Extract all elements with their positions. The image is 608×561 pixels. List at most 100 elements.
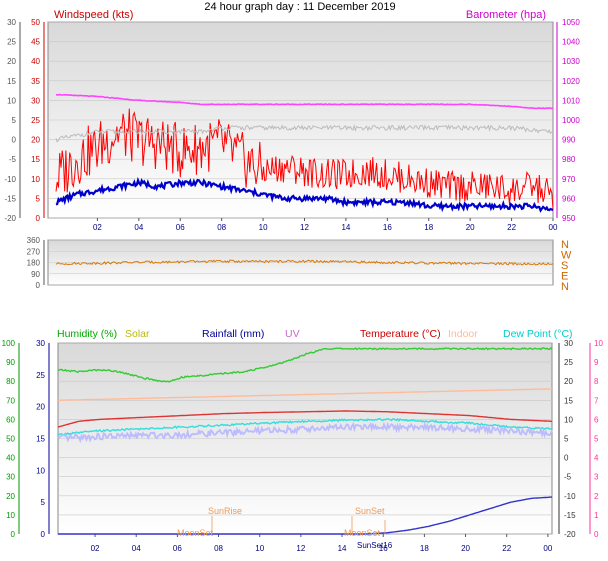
- legend-indoor: Indoor: [448, 328, 478, 340]
- x-tick-label: 14: [338, 544, 347, 553]
- uv-tick-label: 3: [594, 473, 599, 482]
- humidity-tick-label: 100: [2, 339, 16, 348]
- rain-tick-label: 5: [41, 498, 46, 507]
- temp-tick-label: 20: [7, 57, 16, 66]
- x-tick-label: 04: [134, 223, 143, 232]
- series-line-humidity: [57, 346, 553, 383]
- uv-tick-label: 9: [594, 358, 599, 367]
- baro-tick-label: 960: [562, 194, 576, 203]
- wind-panel: Windspeed (kts) Barometer (hpa) 50454035…: [4, 9, 580, 232]
- moonset-label-2: MoonSet: [344, 528, 381, 538]
- uv-tick-label: 2: [594, 492, 599, 501]
- humidity-tick-label: 10: [6, 511, 15, 520]
- humidity-tick-label: 70: [6, 396, 15, 405]
- legend-uv: UV: [285, 328, 300, 340]
- x-tick-label: 20: [461, 544, 470, 553]
- compass-label: E: [561, 271, 568, 283]
- baro-tick-label: 950: [562, 214, 576, 223]
- humidity-tick-label: 40: [6, 454, 15, 463]
- wind-tick-label: 10: [31, 175, 40, 184]
- temp-tick-label: 10: [7, 96, 16, 105]
- uv-tick-label: 0: [594, 530, 599, 539]
- compass-label: W: [561, 250, 572, 262]
- uv-tick-label: 1: [594, 511, 599, 520]
- series-line-temperature: [57, 410, 552, 428]
- temp-right-tick-label: -5: [564, 473, 572, 482]
- sunrise-label: SunRise: [208, 506, 242, 516]
- baro-tick-label: 980: [562, 155, 576, 164]
- direction-tick-label: 0: [36, 281, 41, 290]
- temp-right-tick-label: 30: [564, 339, 573, 348]
- legend-solar: Solar: [125, 328, 150, 340]
- sunset-time-label: SunSet16: [357, 541, 393, 550]
- baro-tick-label: 1040: [562, 38, 580, 47]
- baro-tick-label: 990: [562, 136, 576, 145]
- x-tick-label: 16: [383, 223, 392, 232]
- x-tick-label: 06: [176, 223, 185, 232]
- baro-tick-label: 1030: [562, 57, 580, 66]
- temp-right-tick-label: 15: [564, 396, 573, 405]
- uv-tick-label: 8: [594, 377, 599, 386]
- humidity-tick-label: 50: [6, 435, 15, 444]
- temp-tick-label: -5: [9, 155, 17, 164]
- wind-tick-label: 40: [31, 57, 40, 66]
- x-tick-label: 20: [466, 223, 475, 232]
- series-line-pressure: [56, 93, 554, 110]
- compass-label: N: [561, 281, 569, 293]
- legend-rainfall: Rainfall (mm): [202, 328, 264, 340]
- rain-tick-label: 20: [36, 403, 45, 412]
- baro-tick-label: 1050: [562, 18, 580, 27]
- series-line-uv: [57, 421, 553, 444]
- rain-tick-label: 15: [36, 435, 45, 444]
- x-tick-label: 22: [502, 544, 511, 553]
- wind-tick-label: 45: [31, 38, 40, 47]
- temp-right-tick-label: -20: [564, 530, 576, 539]
- series-line-gray: [55, 123, 554, 143]
- rain-tick-label: 25: [36, 371, 45, 380]
- temp-tick-label: -15: [4, 194, 16, 203]
- x-tick-label: 12: [296, 544, 305, 553]
- uv-tick-label: 7: [594, 396, 599, 405]
- temp-tick-label: 15: [7, 77, 16, 86]
- temp-tick-label: 25: [7, 38, 16, 47]
- temp-tick-label: -10: [4, 175, 16, 184]
- rain-tick-label: 30: [36, 339, 45, 348]
- x-tick-label: 02: [93, 223, 102, 232]
- series-line-dew_point: [57, 417, 552, 436]
- temp-tick-label: 5: [12, 116, 17, 125]
- temp-tick-label: -20: [4, 214, 16, 223]
- series-line-rainfall: [58, 496, 552, 535]
- x-tick-label: 12: [300, 223, 309, 232]
- temp-right-tick-label: 20: [564, 377, 573, 386]
- compass-label: N: [561, 239, 569, 251]
- x-tick-label: 08: [214, 544, 223, 553]
- series-line-wind_speed: [55, 176, 554, 213]
- baro-tick-label: 1000: [562, 116, 580, 125]
- legend-temperature: Temperature (°C): [360, 328, 441, 340]
- x-tick-label: 06: [173, 544, 182, 553]
- wind-tick-label: 30: [31, 96, 40, 105]
- wind-tick-label: 25: [31, 116, 40, 125]
- humidity-tick-label: 90: [6, 358, 15, 367]
- series-line-gust: [55, 108, 554, 210]
- barometer-label: Barometer (hpa): [466, 9, 546, 21]
- uv-tick-label: 6: [594, 415, 599, 424]
- x-tick-label: 16: [379, 544, 388, 553]
- series-line-indoor: [58, 388, 553, 401]
- climate-panel: Humidity (%) Solar Rainfall (mm) UV Temperat…: [2, 328, 604, 553]
- x-tick-label: 00: [543, 544, 552, 553]
- humidity-tick-label: 80: [6, 377, 15, 386]
- direction-tick-label: 90: [31, 270, 40, 279]
- legend-humidity: Humidity (%): [57, 328, 117, 340]
- humidity-tick-label: 0: [11, 530, 16, 539]
- sunset-label: SunSet: [355, 506, 385, 516]
- chart-title: 24 hour graph day : 11 December 2019: [204, 1, 395, 13]
- temp-right-tick-label: 5: [564, 435, 569, 444]
- uv-tick-label: 5: [594, 435, 599, 444]
- baro-tick-label: 1010: [562, 96, 580, 105]
- x-tick-label: 02: [91, 544, 100, 553]
- compass-label: S: [561, 260, 568, 272]
- direction-tick-label: 270: [27, 247, 41, 256]
- direction-tick-label: 180: [27, 259, 41, 268]
